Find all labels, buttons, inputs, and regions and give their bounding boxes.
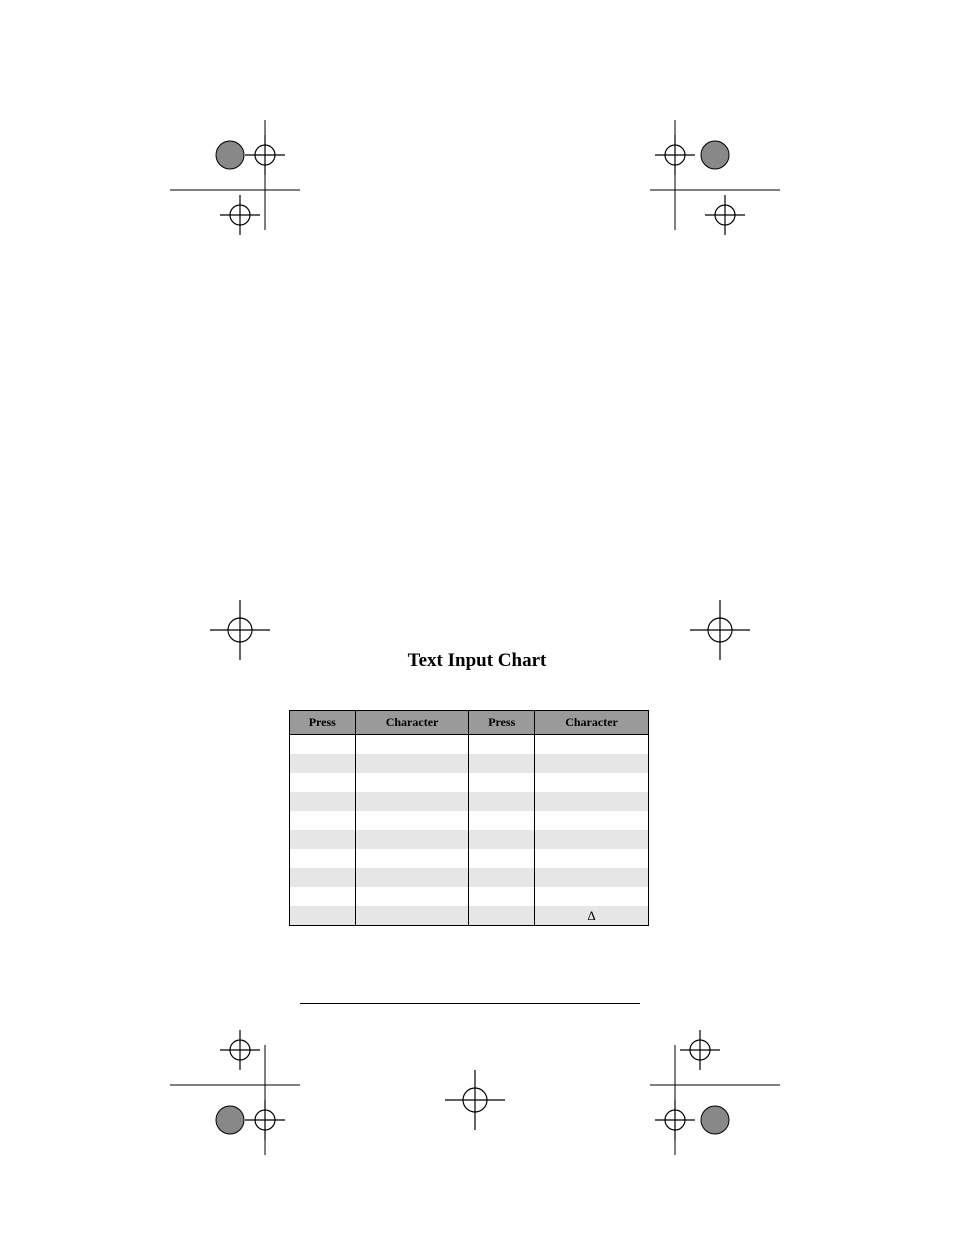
cell	[469, 887, 535, 906]
cell	[290, 868, 356, 887]
cell	[535, 754, 649, 773]
cell-delta: Δ	[535, 906, 649, 926]
table-row	[290, 735, 649, 755]
table-row	[290, 830, 649, 849]
cell	[290, 735, 356, 755]
crop-mark-icon	[620, 120, 780, 260]
cell	[290, 830, 356, 849]
cell	[290, 811, 356, 830]
cell	[355, 792, 469, 811]
col-header-character-2: Character	[535, 711, 649, 735]
cell	[469, 811, 535, 830]
cell	[290, 754, 356, 773]
crop-mark-icon	[435, 1060, 515, 1140]
cell	[290, 906, 356, 926]
cell	[355, 830, 469, 849]
table-body: Δ	[290, 735, 649, 926]
col-header-character-1: Character	[355, 711, 469, 735]
divider-line	[300, 1003, 640, 1004]
page-title: Text Input Chart	[408, 650, 547, 672]
cell	[469, 830, 535, 849]
cell	[355, 754, 469, 773]
table-header-row: Press Character Press Character	[290, 711, 649, 735]
crop-mark-icon	[170, 1015, 330, 1155]
cell	[535, 792, 649, 811]
cell	[355, 773, 469, 792]
crop-mark-icon	[680, 590, 760, 670]
cell	[355, 811, 469, 830]
table-row	[290, 773, 649, 792]
cell	[355, 887, 469, 906]
cell	[535, 887, 649, 906]
cell	[355, 906, 469, 926]
cell	[535, 849, 649, 868]
table-row	[290, 754, 649, 773]
crop-mark-icon	[170, 120, 330, 260]
cell	[535, 868, 649, 887]
table-row	[290, 849, 649, 868]
text-input-chart-table: Press Character Press Character Δ	[289, 710, 649, 926]
crop-mark-icon	[620, 1015, 780, 1155]
cell	[355, 735, 469, 755]
cell	[469, 906, 535, 926]
cell	[469, 792, 535, 811]
table-row	[290, 887, 649, 906]
table-row	[290, 792, 649, 811]
cell	[469, 735, 535, 755]
cell	[469, 868, 535, 887]
cell	[290, 849, 356, 868]
crop-mark-icon	[200, 590, 280, 670]
cell	[290, 792, 356, 811]
col-header-press-1: Press	[290, 711, 356, 735]
cell	[469, 773, 535, 792]
cell	[290, 887, 356, 906]
cell	[535, 773, 649, 792]
col-header-press-2: Press	[469, 711, 535, 735]
cell	[290, 773, 356, 792]
cell	[469, 754, 535, 773]
table-row	[290, 811, 649, 830]
cell	[469, 849, 535, 868]
cell	[535, 735, 649, 755]
table-row: Δ	[290, 906, 649, 926]
table-row	[290, 868, 649, 887]
cell	[355, 868, 469, 887]
cell	[535, 811, 649, 830]
cell	[535, 830, 649, 849]
cell	[355, 849, 469, 868]
